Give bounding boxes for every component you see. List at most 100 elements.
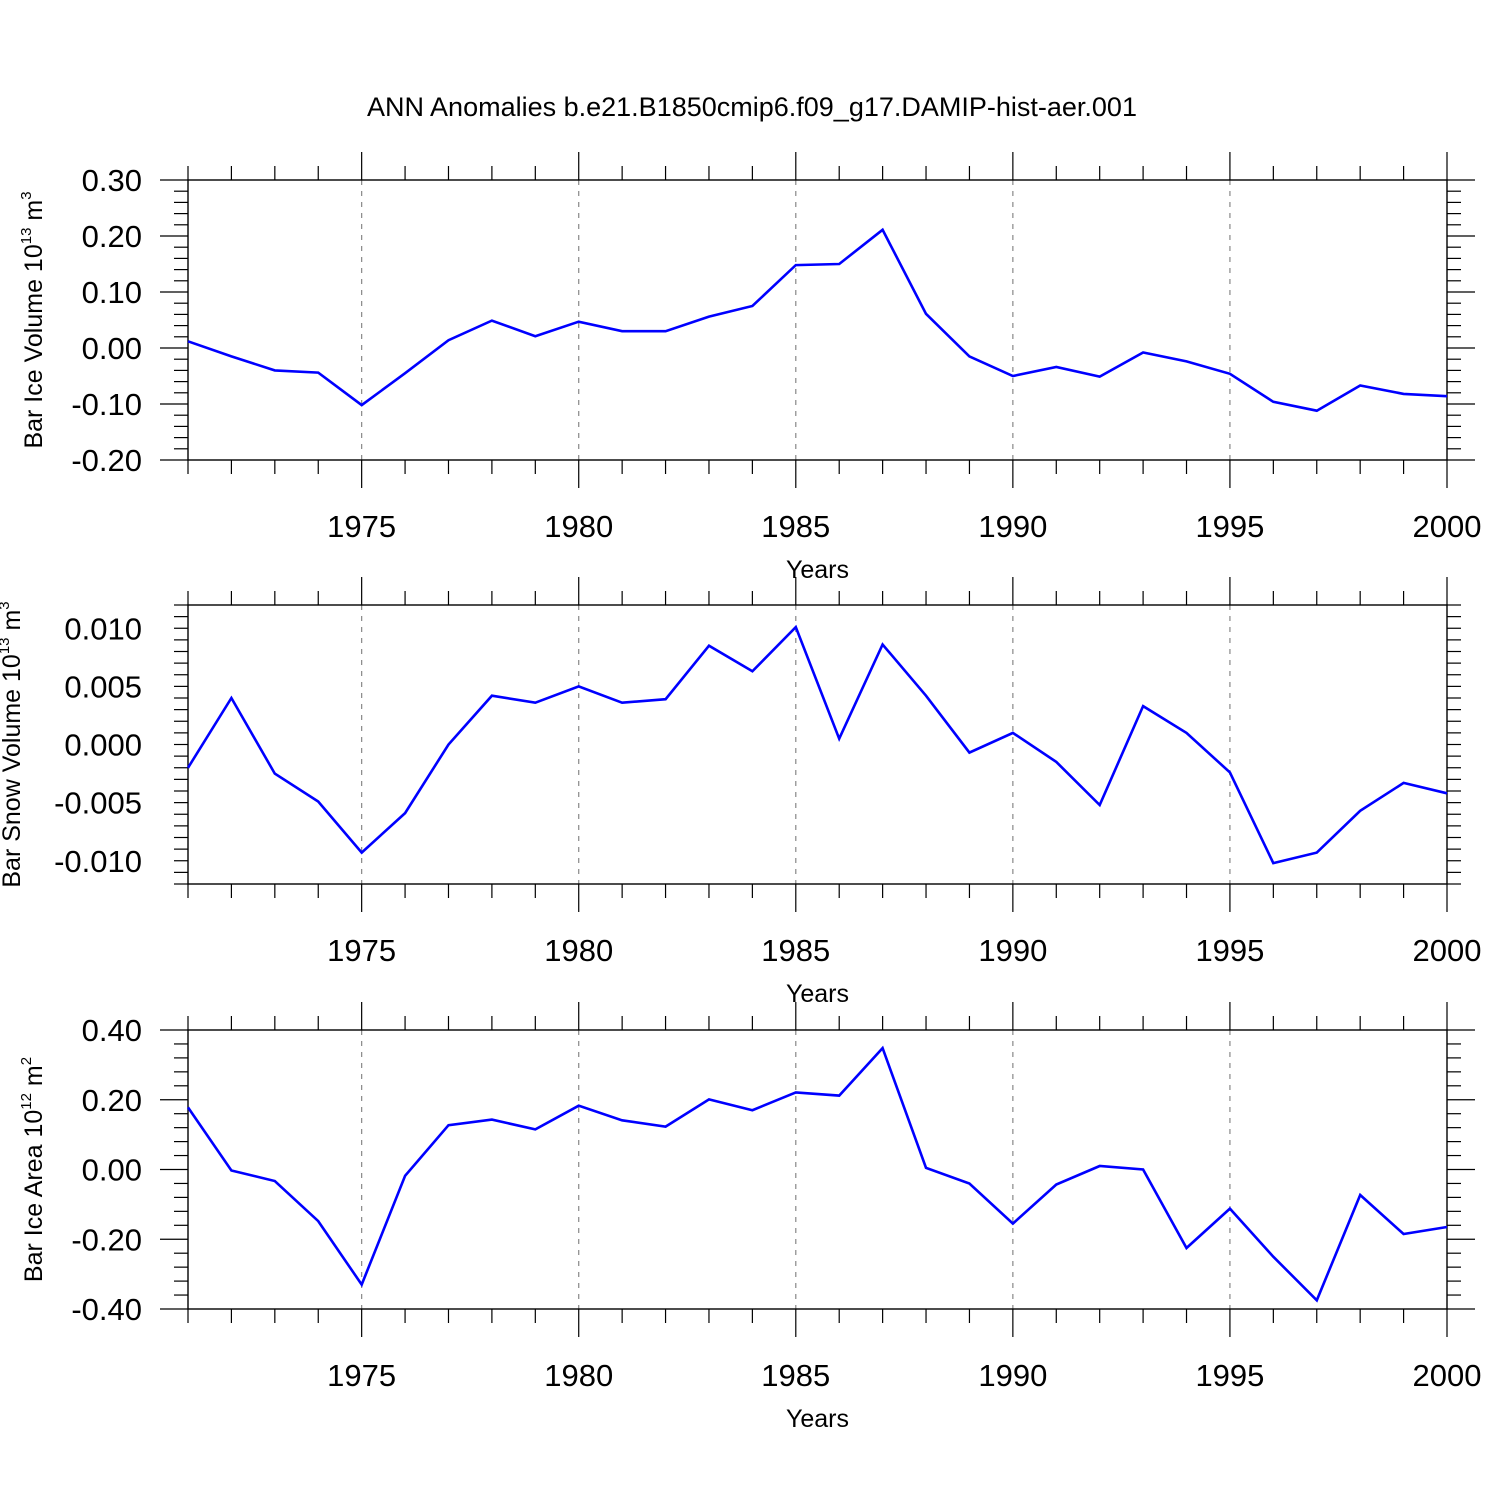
data-point-1990	[1011, 731, 1015, 735]
data-point-1976	[403, 811, 407, 815]
data-point-1990	[1011, 1222, 1015, 1226]
data-point-1985	[794, 625, 798, 629]
data-point-2000	[1445, 394, 1449, 398]
data-point-1977	[446, 1123, 450, 1127]
chart-title: ANN Anomalies b.e21.B1850cmip6.f09_g17.D…	[367, 92, 1137, 122]
data-point-1981	[620, 329, 624, 333]
data-point-1974	[316, 1219, 320, 1223]
y-axis-title: Bar Snow Volume 1013 m3	[0, 601, 26, 887]
data-point-1997	[1315, 1298, 1319, 1302]
x-axis-title: Years	[786, 980, 849, 1008]
data-point-1976	[403, 371, 407, 375]
data-point-1987	[881, 228, 885, 232]
plot-frame	[187, 1029, 1448, 1310]
data-point-1981	[620, 1118, 624, 1122]
data-point-2000	[1445, 791, 1449, 795]
plot-frame	[187, 179, 1448, 461]
data-point-1980	[577, 1104, 581, 1108]
data-point-1999	[1402, 781, 1406, 785]
data-point-1978	[490, 694, 494, 698]
data-point-1986	[837, 262, 841, 266]
data-point-1977	[446, 338, 450, 342]
data-point-1999	[1402, 1232, 1406, 1236]
chart-panel-2: -0.010 -0.005 0.000 0.005 0.010 1975 1980 1985 1…	[0, 577, 1481, 1008]
data-point-1973	[273, 1179, 277, 1183]
data-point-1984	[750, 669, 754, 673]
data-point-1971	[186, 339, 190, 343]
data-point-1997	[1315, 851, 1319, 855]
data-point-1972	[229, 354, 233, 358]
x-tick-label: 1975	[327, 509, 396, 544]
data-point-1985	[794, 1090, 798, 1094]
data-point-1981	[620, 701, 624, 705]
data-point-1984	[750, 304, 754, 308]
data-point-2000	[1445, 1225, 1449, 1229]
x-tick-label: 1995	[1195, 1358, 1264, 1393]
x-axis-title: Years	[786, 1405, 849, 1433]
y-axis-title-part: m	[20, 1065, 48, 1093]
chart-panel-3: -0.40 -0.20 0.00 0.20 0.40 1975 1980 1985 1990 19…	[18, 1002, 1481, 1433]
data-point-1976	[403, 1174, 407, 1178]
data-point-1984	[750, 1108, 754, 1112]
y-axis-title-superscript: 13	[0, 637, 13, 654]
x-tick-label: 1975	[327, 1358, 396, 1393]
data-point-1996	[1271, 861, 1275, 865]
data-point-1999	[1402, 392, 1406, 396]
y-tick-label: -0.20	[71, 1222, 142, 1257]
y-tick-label: 0.000	[64, 728, 142, 763]
data-point-1989	[967, 751, 971, 755]
data-point-1987	[881, 1046, 885, 1050]
y-tick-label: 0.30	[82, 163, 142, 198]
data-point-1979	[533, 701, 537, 705]
y-tick-label: 0.20	[82, 1083, 142, 1118]
data-point-1992	[1098, 375, 1102, 379]
data-point-1994	[1185, 359, 1189, 363]
x-tick-label: 2000	[1413, 933, 1482, 968]
data-point-1971	[186, 1105, 190, 1109]
y-axis-title: Bar Ice Area 1012 m2	[18, 1057, 48, 1282]
x-tick-label: 1985	[761, 1358, 830, 1393]
data-point-1978	[490, 319, 494, 323]
y-tick-label: 0.40	[82, 1013, 142, 1048]
data-point-1975	[360, 1283, 364, 1287]
data-point-1996	[1271, 400, 1275, 404]
data-point-1994	[1185, 731, 1189, 735]
y-axis-title-part: Bar Ice Volume 10	[20, 244, 48, 448]
data-point-1986	[837, 737, 841, 741]
data-point-1991	[1054, 1182, 1058, 1186]
data-point-1973	[273, 772, 277, 776]
data-point-1988	[924, 312, 928, 316]
data-point-1983	[707, 644, 711, 648]
series-line	[186, 1045, 1448, 1303]
data-point-1975	[360, 851, 364, 855]
y-tick-label: -0.10	[71, 387, 142, 422]
data-point-1995	[1228, 1207, 1232, 1211]
data-point-1988	[924, 1166, 928, 1170]
x-tick-label: 1980	[544, 1358, 613, 1393]
x-tick-label: 1995	[1195, 509, 1264, 544]
data-point-1990	[1011, 374, 1015, 378]
y-tick-label: 0.00	[82, 1153, 142, 1188]
data-point-1980	[577, 320, 581, 324]
y-tick-label: 0.20	[82, 219, 142, 254]
y-tick-label: 0.00	[82, 331, 142, 366]
data-point-1972	[229, 1169, 233, 1173]
x-tick-label: 1995	[1195, 933, 1264, 968]
x-tick-label: 1990	[978, 1358, 1047, 1393]
data-point-1995	[1228, 372, 1232, 376]
y-axis-title-part: m	[20, 200, 48, 228]
x-axis-title: Years	[786, 556, 849, 584]
series-line	[187, 227, 1448, 413]
x-tick-label: 1985	[761, 509, 830, 544]
data-point-1972	[229, 696, 233, 700]
data-point-1997	[1315, 409, 1319, 413]
data-point-1974	[316, 799, 320, 803]
y-axis-title-superscript: 3	[18, 191, 35, 199]
y-tick-label: 0.010	[64, 611, 142, 646]
data-point-1988	[924, 694, 928, 698]
y-axis-title-superscript: 13	[18, 228, 35, 245]
y-tick-label: 0.10	[82, 275, 142, 310]
data-point-1982	[664, 697, 668, 701]
data-point-1982	[664, 329, 668, 333]
